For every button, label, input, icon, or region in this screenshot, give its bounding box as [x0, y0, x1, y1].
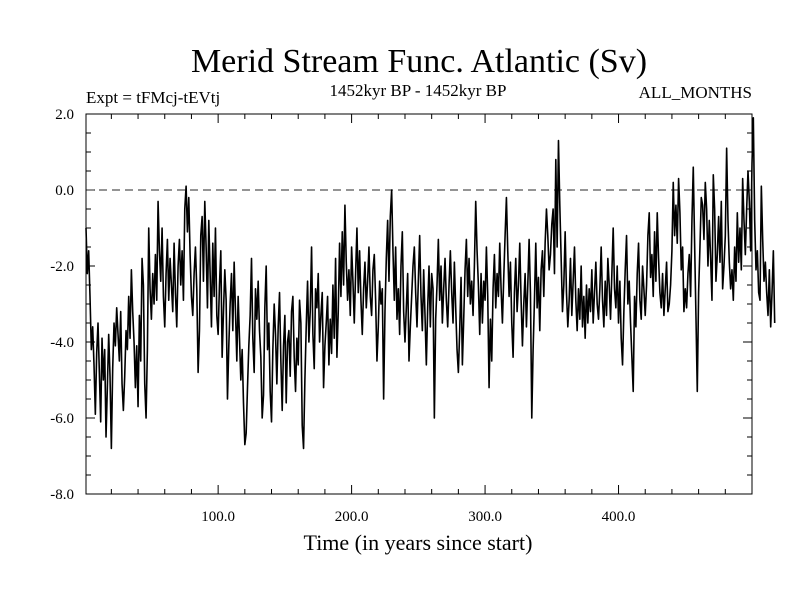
plot-area — [85, 113, 753, 495]
y-tick-label: -4.0 — [50, 335, 74, 351]
months-label: ALL_MONTHS — [639, 83, 752, 102]
y-tick-label: 2.0 — [55, 107, 74, 123]
experiment-label: Expt = tFMcj-tEVtj — [86, 88, 220, 107]
axis-tick-labels: -8.0 -6.0 -4.0 -2.0 0.0 2.0 100.0 200.0 300.0 400… — [50, 107, 635, 525]
period-label: 1452kyr BP - 1452kyr BP — [330, 81, 507, 100]
x-axis-label: Time (in years since start) — [304, 530, 533, 555]
axis-ticks — [86, 113, 752, 495]
x-tick-label: 100.0 — [201, 509, 235, 525]
y-tick-label: -8.0 — [50, 487, 74, 503]
y-tick-label: -2.0 — [50, 259, 74, 275]
x-tick-label: 200.0 — [335, 509, 369, 525]
chart-title: Merid Stream Func. Atlantic (Sv) — [191, 43, 647, 80]
series-line-moc — [85, 117, 776, 450]
y-tick-label: 0.0 — [55, 183, 74, 199]
y-tick-label: -6.0 — [50, 411, 74, 427]
x-tick-label: 400.0 — [602, 509, 636, 525]
x-tick-label: 300.0 — [468, 509, 502, 525]
